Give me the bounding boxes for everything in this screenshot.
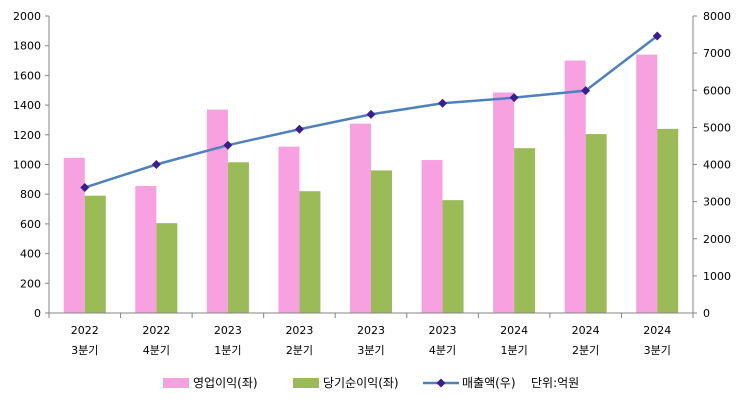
line-point-revenue [223, 140, 233, 150]
left-tick-label: 1400 [13, 99, 41, 112]
line-point-revenue [80, 183, 90, 193]
bar-operating-profit [493, 92, 515, 313]
bar-net-income [657, 128, 679, 313]
right-tick-label: 0 [703, 307, 710, 320]
line-point-revenue [151, 160, 161, 169]
category-quarter-label: 3분기 [644, 344, 671, 357]
legend: 영업이익(좌) 당기순이익(좌) 매출액(우) 단위:억원 [163, 376, 579, 390]
bar-net-income [585, 134, 607, 313]
category-year-label: 2023 [357, 324, 385, 337]
bar-operating-profit [63, 157, 85, 313]
axes [48, 16, 694, 318]
right-tick-label: 6000 [703, 84, 731, 97]
left-tick-label: 1800 [13, 40, 41, 53]
bar-operating-profit [564, 60, 586, 313]
bar-operating-profit [206, 109, 228, 314]
bar-net-income [156, 223, 178, 313]
right-tick-label: 7000 [703, 47, 731, 60]
right-tick-label: 3000 [703, 196, 731, 209]
left-tick-label: 800 [20, 188, 41, 201]
category-quarter-label: 4분기 [143, 344, 170, 357]
right-tick-label: 4000 [703, 159, 731, 172]
category-quarter-label: 3분기 [357, 344, 384, 357]
left-tick-label: 400 [20, 248, 41, 261]
left-tick-label: 0 [34, 307, 41, 320]
bar-operating-profit [135, 186, 157, 313]
bar-operating-profit [350, 123, 371, 313]
category-quarter-label: 4분기 [429, 344, 456, 357]
left-tick-label: 1000 [13, 159, 41, 172]
bar-net-income [514, 148, 536, 313]
category-year-label: 2023 [214, 324, 242, 337]
category-quarter-label: 2분기 [286, 344, 313, 357]
bar-operating-profit [421, 160, 443, 313]
bar-operating-profit [278, 146, 300, 313]
right-tick-label: 8000 [703, 10, 731, 23]
category-year-label: 2024 [500, 324, 528, 337]
bar-operating-profit [636, 54, 658, 314]
left-tick-label: 2000 [13, 10, 41, 23]
category-quarter-label: 2분기 [572, 344, 599, 357]
line-series [80, 31, 662, 193]
category-year-label: 2023 [429, 324, 457, 337]
category-quarter-label: 3분기 [71, 344, 98, 357]
left-tick-label: 1600 [13, 69, 41, 82]
legend-label-net-income: 당기순이익(좌) [323, 376, 399, 390]
left-tick-label: 1200 [13, 129, 41, 142]
line-point-revenue [509, 93, 519, 103]
legend-marker-revenue [436, 378, 446, 388]
bar-net-income [299, 191, 321, 313]
category-labels: 2022 3분기 2022 4분기 2023 1분기 2023 2분기 2023 3분기 2023 4… [71, 324, 671, 357]
category-year-label: 2022 [71, 324, 99, 337]
bar-series [63, 54, 679, 314]
right-tick-label: 2000 [703, 233, 731, 246]
legend-swatch-net-income [293, 378, 319, 388]
legend-label-revenue: 매출액(우) [462, 376, 516, 390]
line-point-revenue [581, 86, 591, 96]
right-tick-label: 1000 [703, 270, 731, 283]
category-quarter-label: 1분기 [214, 344, 241, 357]
right-axis-ticks: 0 1000 2000 3000 4000 5000 6000 7000 8000 [693, 10, 731, 320]
unit-note: 단위:억원 [531, 376, 579, 390]
legend-swatch-operating-profit [163, 378, 189, 388]
legend-label-operating-profit: 영업이익(좌) [193, 376, 258, 390]
category-year-label: 2023 [285, 324, 313, 337]
bar-net-income [371, 170, 392, 313]
category-year-label: 2022 [142, 324, 170, 337]
category-quarter-label: 1분기 [500, 344, 527, 357]
line-point-revenue [438, 98, 448, 108]
line-point-revenue [294, 124, 304, 134]
right-tick-label: 5000 [703, 121, 731, 134]
category-year-label: 2024 [572, 324, 600, 337]
bar-net-income [227, 162, 249, 313]
line-point-revenue [652, 31, 662, 41]
category-year-label: 2024 [643, 324, 671, 337]
bar-net-income [442, 200, 464, 313]
line-point-revenue [366, 109, 376, 119]
left-axis-ticks: 0 200 400 600 800 1000 1200 1400 1600 1800 2000 [13, 10, 49, 320]
left-tick-label: 600 [20, 218, 41, 231]
bar-net-income [84, 195, 106, 313]
left-tick-label: 200 [20, 277, 41, 290]
